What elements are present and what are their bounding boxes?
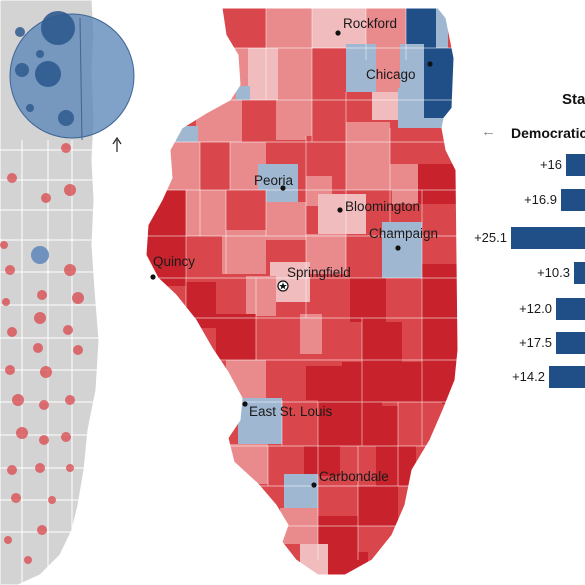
shift-bar xyxy=(511,227,585,249)
springfield-label: Springfield xyxy=(287,265,351,280)
chicago-label: Chicago xyxy=(366,67,416,82)
bloomington-marker xyxy=(337,207,343,213)
quincy-marker xyxy=(150,274,156,280)
shift-bar xyxy=(556,298,585,320)
inset-pointer-arrow-icon xyxy=(112,136,122,152)
city-markers: Rockford Chicago Peoria Bloomington Cham… xyxy=(150,16,438,488)
inset-zoom-circle-details xyxy=(15,11,83,153)
shift-bar-label: +16 xyxy=(539,157,562,172)
carbondale-marker xyxy=(311,482,317,488)
bloomington-label: Bloomington xyxy=(345,199,420,214)
shift-bar-label: +17.5 xyxy=(519,335,552,350)
springfield-capital-star-icon xyxy=(277,280,289,292)
shift-bar xyxy=(574,262,585,284)
rockford-marker xyxy=(335,30,341,36)
quincy-label: Quincy xyxy=(153,254,195,269)
shift-bar-label: +12.0 xyxy=(519,301,552,316)
shift-bar-label: +25.1 xyxy=(474,230,507,245)
illinois-county-map xyxy=(145,7,459,576)
inset-county-map xyxy=(0,0,135,585)
inset-chicago-zoom-circle xyxy=(9,13,135,139)
chicago-marker xyxy=(427,61,433,67)
sidebar-title: Sta xyxy=(562,91,585,108)
rockford-label: Rockford xyxy=(343,16,397,31)
shift-bar-label: +10.3 xyxy=(537,265,570,280)
peoria-label: Peoria xyxy=(254,173,294,188)
champaign-label: Champaign xyxy=(369,226,438,241)
shift-bar-label: +16.9 xyxy=(524,192,557,207)
shift-bar xyxy=(556,332,585,354)
carbondale-label: Carbondale xyxy=(319,469,389,484)
state-border xyxy=(145,7,459,576)
shift-bar-label: +14.2 xyxy=(512,369,545,384)
county-shapes xyxy=(146,8,458,575)
shift-bar xyxy=(561,189,585,211)
peoria-marker xyxy=(280,185,286,191)
county-borders xyxy=(146,8,458,560)
champaign-marker xyxy=(395,245,401,251)
shift-bar xyxy=(566,154,585,176)
legend-arrow-icon: ← xyxy=(481,123,496,140)
east-st-louis-label: East St. Louis xyxy=(249,404,333,419)
democratic-legend-label: Democratic xyxy=(511,125,585,141)
shift-bar xyxy=(549,366,585,388)
east-st-louis-marker xyxy=(242,401,248,407)
inset-county-circles xyxy=(0,173,84,564)
inset-blue-county-circle xyxy=(31,246,49,264)
